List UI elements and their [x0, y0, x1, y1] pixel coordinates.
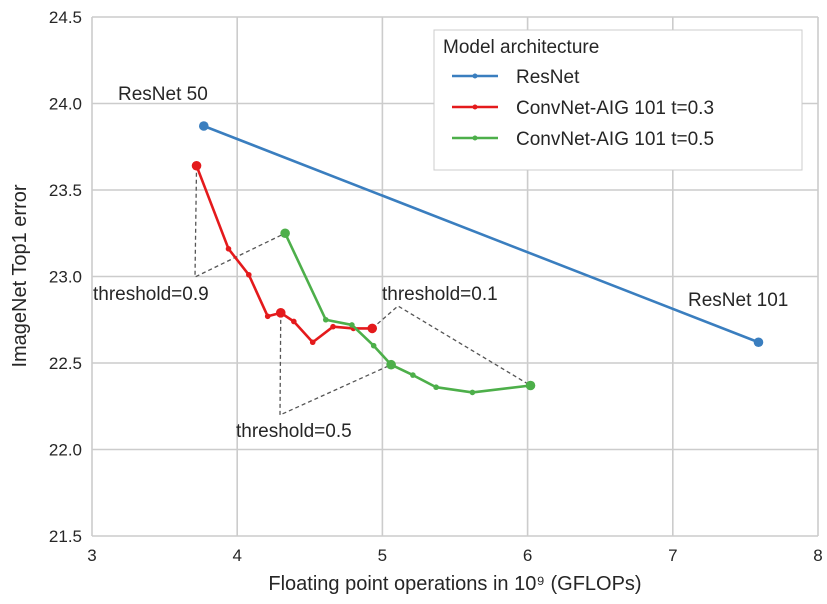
- series-0: [199, 121, 764, 348]
- threshold-guide-line: [279, 312, 392, 417]
- threshold-guide-line: [371, 305, 531, 387]
- legend-entry: ConvNet-AIG 101 t=0.3: [452, 98, 714, 119]
- legend-label: ResNet: [516, 67, 580, 88]
- legend-box: [433, 29, 803, 171]
- legend-title: Model architecture: [443, 37, 599, 58]
- series-line: [195, 165, 373, 344]
- threshold-guides: [194, 165, 531, 417]
- data-point: [275, 308, 286, 318]
- series-line: [203, 124, 759, 344]
- legend-marker: [472, 73, 478, 79]
- x-tick-label: 4: [232, 546, 241, 565]
- annotation-resnet101: ResNet 101: [688, 290, 788, 311]
- y-axis-label: ImageNet Top1 error: [9, 184, 31, 367]
- legend-marker: [472, 104, 478, 110]
- data-point: [291, 318, 297, 325]
- legend: Model architecture ResNet ConvNet-AIG 101…: [433, 29, 803, 171]
- x-tick-label: 8: [813, 546, 822, 565]
- grid: [91, 16, 819, 537]
- series-1: [191, 160, 378, 346]
- x-tick-label: 6: [523, 546, 532, 565]
- data-point: [225, 246, 232, 252]
- data-point: [199, 121, 209, 131]
- y-tick-label: 22.0: [49, 441, 82, 460]
- data-point: [370, 342, 377, 349]
- data-point: [191, 160, 202, 171]
- x-tick-label: 7: [668, 546, 677, 565]
- data-point: [349, 322, 355, 328]
- annotation-threshold-0.1: threshold=0.1: [382, 284, 498, 305]
- data-point: [433, 384, 439, 391]
- legend-label: ConvNet-AIG 101 t=0.3: [516, 98, 714, 119]
- data-point: [386, 359, 396, 370]
- series-line: [283, 232, 531, 394]
- data-point: [367, 323, 378, 334]
- x-axis-label: Floating point operations in 10⁹ (GFLOPs…: [268, 573, 641, 595]
- threshold-guide-line: [194, 165, 286, 279]
- y-tick-label: 24.5: [49, 8, 82, 27]
- data-point: [280, 228, 290, 239]
- data-point: [410, 372, 416, 378]
- legend-entry: ConvNet-AIG 101 t=0.5: [452, 129, 714, 150]
- y-tick-label: 23.5: [49, 181, 82, 200]
- data-point: [264, 313, 271, 320]
- x-tick-label: 3: [87, 546, 96, 565]
- annotation-threshold-0.5: threshold=0.5: [236, 421, 352, 442]
- data-point: [753, 337, 764, 348]
- legend-entry: ResNet: [452, 67, 580, 88]
- tick-labels: 3 4 5 6 7 8 21.5 22.0 22.5 23.0 23.5 24.0 24.5: [49, 8, 823, 565]
- annotation-resnet50: ResNet 50: [118, 84, 208, 105]
- y-tick-label: 22.5: [49, 354, 82, 373]
- data-point: [330, 323, 336, 330]
- legend-marker: [472, 135, 478, 141]
- data-point: [322, 316, 329, 323]
- annotation-threshold-0.9: threshold=0.9: [93, 284, 209, 305]
- y-tick-label: 21.5: [49, 527, 82, 546]
- series-2: [280, 228, 536, 396]
- y-tick-label: 23.0: [49, 268, 82, 287]
- data-point: [246, 271, 252, 278]
- x-tick-label: 5: [378, 546, 387, 565]
- data-point: [469, 389, 476, 396]
- data-point: [525, 380, 536, 391]
- data-point: [309, 339, 316, 346]
- y-tick-label: 24.0: [49, 95, 82, 114]
- legend-label: ConvNet-AIG 101 t=0.5: [516, 129, 714, 150]
- series-group: [191, 121, 764, 396]
